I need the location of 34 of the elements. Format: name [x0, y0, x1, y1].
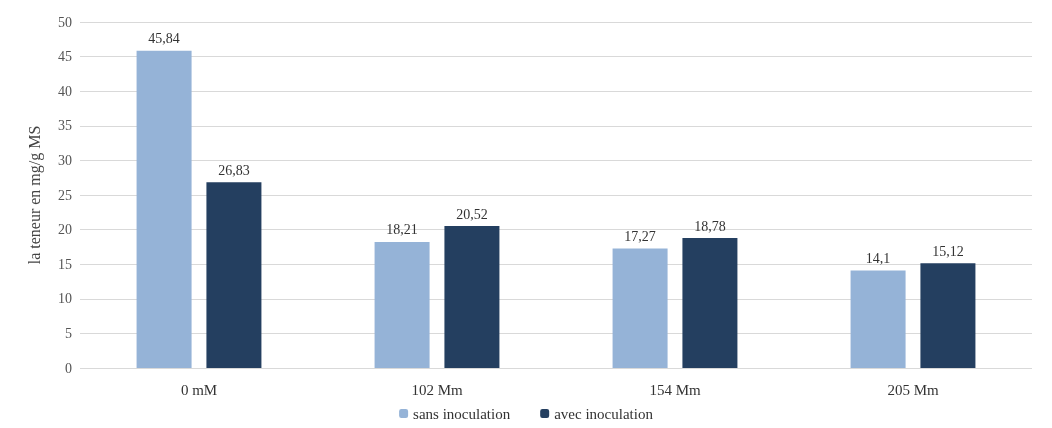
bar	[850, 270, 906, 368]
y-tick-label: 15	[58, 256, 72, 272]
bar	[444, 226, 500, 368]
data-label: 14,1	[865, 250, 891, 266]
bar	[206, 182, 262, 368]
data-label: 18,78	[694, 218, 726, 234]
y-tick-label: 50	[58, 14, 72, 30]
x-tick-label: 102 Mm	[411, 381, 463, 398]
bar	[136, 50, 192, 368]
bar	[612, 248, 668, 368]
data-label: 26,83	[218, 162, 250, 178]
y-axis-title: la teneur en mg/g MS	[25, 125, 44, 265]
data-label: 20,52	[456, 206, 488, 222]
y-tick-label: 20	[58, 222, 72, 238]
data-label: 45,84	[148, 31, 180, 47]
legend-label: sans inoculation	[413, 405, 511, 422]
bar	[920, 263, 976, 368]
y-tick-label: 45	[58, 49, 72, 65]
y-tick-label: 35	[58, 118, 72, 134]
data-label: 17,27	[624, 228, 656, 244]
data-label: 15,12	[932, 243, 964, 259]
y-tick-label: 25	[58, 187, 72, 203]
y-tick-label: 40	[58, 83, 72, 99]
x-tick-label: 154 Mm	[649, 381, 701, 398]
bar	[374, 241, 430, 368]
legend-label: avec inoculation	[554, 405, 654, 422]
y-tick-label: 10	[58, 291, 72, 307]
x-tick-label: 205 Mm	[887, 381, 939, 398]
y-tick-label: 5	[65, 325, 72, 341]
bar	[682, 238, 738, 368]
x-tick-label: 0 mM	[180, 381, 218, 398]
y-tick-label: 0	[65, 360, 72, 376]
y-tick-label: 30	[58, 152, 72, 168]
data-label: 18,21	[386, 222, 418, 238]
